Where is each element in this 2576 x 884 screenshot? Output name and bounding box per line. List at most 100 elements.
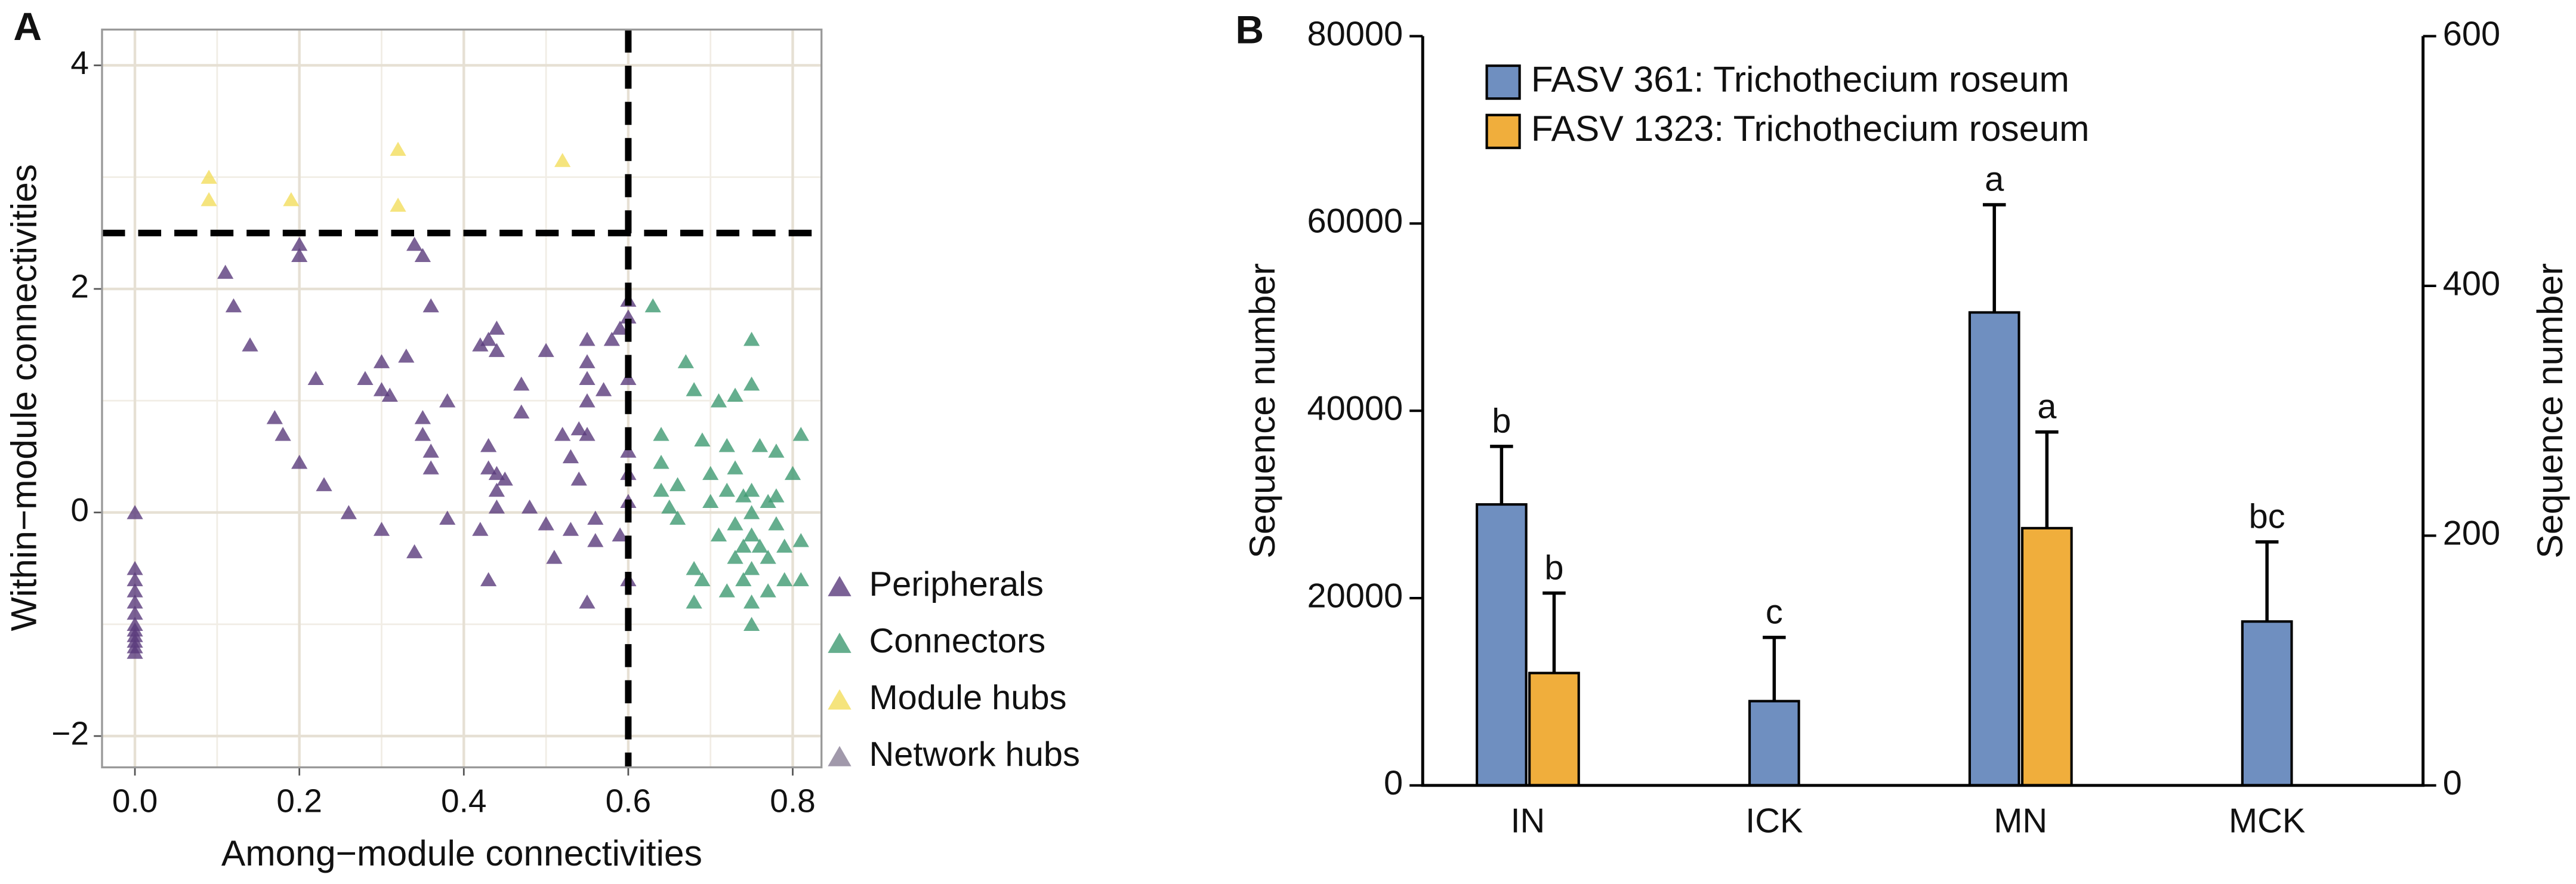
point — [686, 560, 702, 575]
x-axis-title: Among−module connectivities — [221, 833, 702, 873]
plot-background — [101, 29, 822, 768]
point — [579, 331, 596, 346]
y-tick-label: 80000 — [1307, 15, 1403, 53]
point — [743, 331, 760, 346]
point — [538, 343, 554, 358]
y2-tick-label: 400 — [2443, 264, 2500, 303]
point — [727, 516, 744, 531]
point — [554, 427, 571, 441]
point — [603, 331, 620, 346]
legend-label: FASV 361: Trichothecium roseum — [1531, 59, 2069, 100]
point — [200, 170, 217, 184]
point — [743, 595, 760, 609]
point — [373, 354, 390, 368]
point — [546, 550, 563, 564]
point — [422, 460, 439, 475]
point — [727, 387, 744, 402]
point — [414, 410, 431, 424]
point — [760, 494, 776, 508]
y-tick-label: 0 — [1384, 764, 1403, 802]
significance-letter: a — [2037, 387, 2057, 426]
point — [472, 337, 489, 352]
point — [422, 443, 439, 458]
point — [496, 472, 513, 486]
legend-swatch — [1485, 64, 1521, 100]
point — [488, 482, 505, 497]
point — [414, 427, 431, 441]
x-tick-label: 0.2 — [276, 783, 322, 820]
point — [390, 198, 406, 212]
point — [702, 466, 719, 480]
point — [620, 443, 637, 458]
point — [784, 466, 801, 480]
point — [620, 309, 637, 324]
point — [612, 527, 628, 542]
point — [718, 583, 735, 597]
point — [127, 560, 143, 575]
y-tick-label: 2 — [70, 268, 89, 305]
point — [307, 371, 324, 385]
point — [694, 572, 711, 587]
point — [579, 354, 596, 368]
significance-letter: c — [1766, 593, 1783, 632]
point — [439, 393, 456, 408]
point — [792, 533, 809, 547]
bar — [1968, 311, 2020, 787]
point — [538, 516, 554, 531]
point — [242, 337, 258, 352]
legend-marker — [828, 632, 852, 653]
point — [677, 354, 694, 368]
legend-marker — [828, 746, 852, 766]
legend-label: Peripherals — [869, 565, 1044, 603]
point — [653, 482, 670, 497]
point — [570, 472, 587, 486]
point — [406, 236, 423, 251]
point — [743, 617, 760, 631]
point — [710, 527, 727, 542]
legend-label: Network hubs — [869, 735, 1080, 774]
point — [513, 404, 530, 419]
y-tick-label: 60000 — [1307, 202, 1403, 241]
point — [669, 510, 686, 525]
panel-letter: A — [13, 4, 42, 48]
point — [776, 572, 793, 587]
bar — [1476, 503, 1528, 787]
point — [612, 321, 628, 335]
bar — [2241, 620, 2293, 787]
point — [554, 153, 571, 167]
point — [414, 248, 431, 262]
point — [480, 438, 497, 452]
y2-axis-title: Sequence number — [2529, 263, 2570, 559]
point — [579, 371, 596, 385]
legend-marker — [828, 689, 852, 710]
point — [702, 494, 719, 508]
y2-tick-label: 200 — [2443, 515, 2500, 553]
point — [127, 505, 143, 519]
point — [743, 482, 760, 497]
y-tick-label: 4 — [70, 44, 89, 81]
point — [127, 583, 143, 597]
y2-tick-label: 0 — [2443, 764, 2462, 802]
point — [595, 382, 612, 396]
bar — [1748, 700, 1800, 787]
point — [398, 348, 415, 363]
point — [480, 572, 497, 587]
y-axis-title: Within−module connectivities — [3, 164, 44, 631]
significance-letter: b — [1492, 402, 1511, 441]
point — [266, 410, 283, 424]
point — [587, 510, 604, 525]
significance-letter: a — [1985, 161, 2004, 199]
point — [686, 382, 702, 396]
point — [513, 376, 530, 391]
point — [291, 248, 308, 262]
point — [127, 572, 143, 587]
bar — [2020, 526, 2073, 787]
point — [776, 538, 793, 553]
point — [768, 516, 785, 531]
point — [710, 393, 727, 408]
point — [480, 460, 497, 475]
point — [422, 298, 439, 313]
point — [217, 264, 234, 279]
point — [316, 477, 332, 491]
